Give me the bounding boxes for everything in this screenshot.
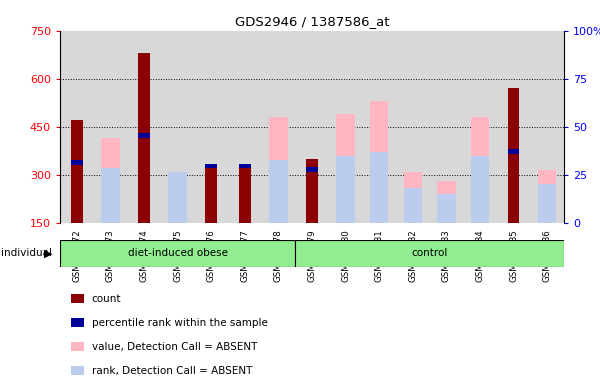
Bar: [269, 161, 287, 223]
Bar: [60, 31, 94, 223]
Bar: [295, 31, 329, 223]
Bar: [269, 117, 287, 223]
Bar: [508, 88, 520, 223]
Bar: [71, 366, 84, 376]
Bar: [169, 173, 187, 223]
Bar: [71, 161, 83, 165]
Bar: [362, 31, 396, 223]
Bar: [430, 31, 463, 223]
Bar: [138, 133, 150, 138]
Bar: [94, 31, 127, 223]
Text: value, Detection Call = ABSENT: value, Detection Call = ABSENT: [92, 342, 257, 352]
Bar: [138, 53, 150, 223]
Bar: [71, 318, 84, 327]
Bar: [396, 31, 430, 223]
Bar: [437, 181, 455, 223]
Bar: [337, 156, 355, 223]
Bar: [437, 194, 455, 223]
Bar: [471, 156, 489, 223]
Bar: [101, 138, 119, 223]
Bar: [370, 101, 388, 223]
Bar: [530, 31, 564, 223]
Bar: [463, 31, 497, 223]
Bar: [205, 167, 217, 223]
Bar: [101, 168, 119, 223]
Bar: [370, 152, 388, 223]
Text: individual: individual: [1, 248, 52, 258]
Bar: [169, 172, 187, 223]
Text: control: control: [412, 248, 448, 258]
Text: diet-induced obese: diet-induced obese: [128, 248, 227, 258]
Bar: [194, 31, 228, 223]
Bar: [71, 294, 84, 303]
Bar: [161, 31, 194, 223]
Bar: [538, 170, 556, 223]
Bar: [127, 31, 161, 223]
Bar: [404, 187, 422, 223]
Bar: [538, 184, 556, 223]
Bar: [306, 167, 318, 172]
Bar: [205, 164, 217, 168]
Bar: [262, 31, 295, 223]
Bar: [239, 164, 251, 168]
Bar: [60, 240, 295, 267]
Text: count: count: [92, 294, 121, 304]
Title: GDS2946 / 1387586_at: GDS2946 / 1387586_at: [235, 15, 389, 28]
Text: rank, Detection Call = ABSENT: rank, Detection Call = ABSENT: [92, 366, 252, 376]
Bar: [337, 114, 355, 223]
Bar: [295, 240, 564, 267]
Bar: [471, 117, 489, 223]
Bar: [404, 172, 422, 223]
Bar: [228, 31, 262, 223]
Text: ▶: ▶: [44, 248, 52, 258]
Bar: [329, 31, 362, 223]
Bar: [239, 167, 251, 223]
Bar: [71, 120, 83, 223]
Text: percentile rank within the sample: percentile rank within the sample: [92, 318, 268, 328]
Bar: [508, 149, 520, 154]
Bar: [497, 31, 530, 223]
Bar: [306, 159, 318, 223]
Bar: [71, 342, 84, 351]
